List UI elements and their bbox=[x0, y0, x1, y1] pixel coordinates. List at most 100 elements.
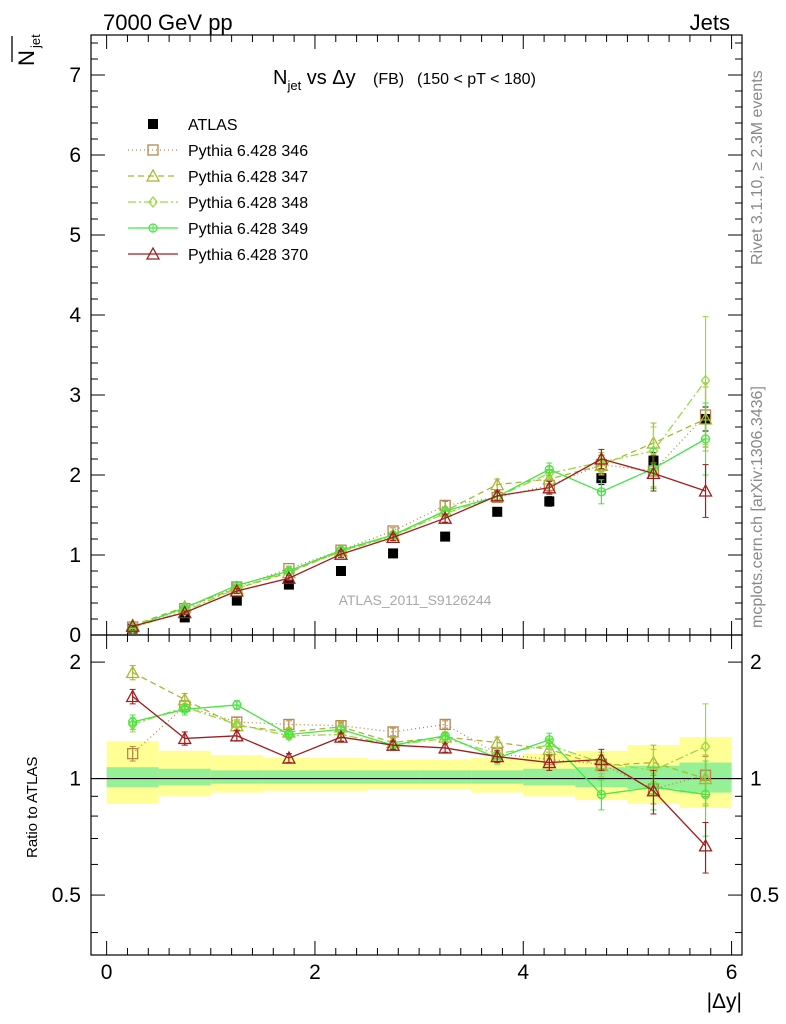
main-series-line bbox=[132, 380, 707, 629]
main-y-tick-label: 7 bbox=[69, 64, 81, 87]
green-band-bin bbox=[419, 770, 472, 784]
green-band-bin bbox=[158, 768, 211, 786]
main-point bbox=[544, 467, 555, 480]
legend-marker bbox=[147, 144, 159, 156]
title-fb: (FB) bbox=[373, 71, 404, 88]
main-plot-title: Njet vs Δy (FB) (150 < pT < 180) bbox=[273, 67, 536, 93]
ratio-uncertainty-bands bbox=[106, 737, 732, 808]
legend-item: ATLAS bbox=[148, 117, 238, 134]
ratio-point bbox=[490, 749, 505, 763]
ratio-y-tick-label: 1 bbox=[69, 768, 81, 791]
main-point bbox=[335, 566, 346, 576]
main-point bbox=[385, 530, 401, 544]
ratio-point bbox=[698, 838, 713, 852]
ratio-y-tick-label: 0.5 bbox=[52, 884, 81, 907]
green-band-bin bbox=[106, 767, 159, 788]
ratio-point bbox=[594, 752, 609, 766]
green-band-bin bbox=[367, 770, 420, 784]
main-point bbox=[177, 605, 192, 619]
legend-label: Pythia 6.428 348 bbox=[188, 195, 308, 212]
x-tick-label: 0 bbox=[101, 961, 113, 984]
main-point bbox=[125, 618, 140, 632]
main-series-line bbox=[132, 438, 706, 628]
main-plot: 0 1 2 3 4 5 6 7 bbox=[69, 34, 743, 647]
main-y-tick-label: 4 bbox=[69, 304, 81, 327]
ratio-y-tick-label: 1 bbox=[750, 768, 762, 791]
main-y-tick-label: 0 bbox=[69, 624, 81, 647]
legend-label: Pythia 6.428 349 bbox=[188, 221, 308, 238]
x-tick-label: 6 bbox=[726, 961, 738, 984]
main-y-tick-label: 3 bbox=[69, 384, 81, 407]
ratio-point bbox=[646, 783, 661, 797]
main-y-axis-label-main: N bbox=[14, 50, 39, 66]
legend-label: Pythia 6.428 347 bbox=[188, 169, 308, 186]
main-y-tick-label: 6 bbox=[69, 144, 81, 167]
main-point bbox=[544, 496, 555, 507]
main-point bbox=[646, 466, 661, 480]
legend: ATLAS Pythia 6.428 346 Pythia 6.428 347 Pyt… bbox=[128, 117, 308, 264]
green-band-bin bbox=[210, 770, 263, 784]
legend-item: Pythia 6.428 346 bbox=[128, 143, 308, 160]
title-jet-subscript: jet bbox=[286, 78, 301, 93]
main-point bbox=[492, 506, 503, 517]
main-point bbox=[438, 510, 453, 524]
mcplots-text: mcplots.cern.ch [arXiv:1306.3436] bbox=[749, 386, 766, 628]
legend-marker bbox=[145, 168, 161, 182]
ratio-point bbox=[438, 740, 453, 754]
ratio-point bbox=[542, 755, 557, 769]
legend-label: ATLAS bbox=[188, 117, 238, 134]
main-series-line bbox=[132, 458, 706, 627]
ratio-point bbox=[700, 740, 711, 753]
legend-item: Pythia 6.428 348 bbox=[128, 195, 308, 212]
green-band-bin bbox=[314, 770, 368, 784]
legend-item: Pythia 6.428 370 bbox=[128, 246, 308, 264]
ratio-point bbox=[385, 737, 401, 751]
rivet-version-text: Rivet 3.1.10, ≥ 2.3M events bbox=[749, 70, 766, 265]
ratio-point bbox=[490, 735, 505, 749]
main-point bbox=[440, 531, 451, 542]
legend-marker bbox=[148, 195, 158, 209]
energy-label: 7000 GeV pp bbox=[103, 10, 233, 35]
ratio-plot: 0 2 4 6 0.5 0.5 1 1 2 2 bbox=[52, 634, 779, 984]
main-series bbox=[127, 316, 711, 634]
main-point bbox=[229, 583, 244, 597]
main-point bbox=[698, 483, 713, 497]
legend-marker bbox=[145, 246, 161, 260]
ratio-series-line bbox=[132, 695, 707, 847]
x-tick-label: 2 bbox=[309, 961, 321, 984]
main-point bbox=[333, 546, 349, 560]
ratio-y-tick-label: 0.5 bbox=[750, 884, 779, 907]
ratio-series-line bbox=[132, 705, 706, 790]
ratio-point bbox=[333, 729, 349, 743]
ratio-series-line bbox=[132, 706, 706, 772]
main-point bbox=[594, 451, 609, 465]
title-vs: vs Δy bbox=[301, 67, 355, 89]
ratio-series-line bbox=[132, 671, 706, 780]
ratio-point bbox=[125, 665, 140, 679]
legend-item: Pythia 6.428 347 bbox=[128, 168, 308, 186]
ratio-point bbox=[439, 718, 451, 731]
main-point bbox=[542, 480, 557, 494]
legend-label: Pythia 6.428 346 bbox=[188, 143, 308, 160]
analysis-watermark: ATLAS_2011_S9126244 bbox=[339, 592, 492, 608]
ratio-point bbox=[125, 689, 140, 703]
svg-text:Njet vs Δy: Njet vs Δy bbox=[273, 67, 356, 93]
main-point bbox=[596, 473, 607, 484]
ratio-plot-frame bbox=[90, 634, 743, 956]
x-tick-label: 4 bbox=[517, 961, 529, 984]
ratio-series bbox=[125, 688, 713, 874]
legend-marker bbox=[148, 119, 158, 129]
ratio-y-tick-label: 2 bbox=[750, 651, 762, 674]
ratio-y-tick-label: 2 bbox=[69, 651, 81, 674]
legend-item: Pythia 6.428 349 bbox=[128, 221, 308, 238]
main-y-axis-label-sub: jet bbox=[28, 34, 43, 49]
main-point bbox=[281, 570, 296, 584]
ratio-point bbox=[127, 747, 139, 760]
jets-label: Jets bbox=[690, 10, 730, 35]
legend-label: Pythia 6.428 370 bbox=[188, 247, 308, 264]
x-axis-label: |Δy| bbox=[707, 990, 742, 1013]
ratio-point bbox=[177, 731, 192, 745]
main-y-axis-label: N jet bbox=[11, 34, 43, 66]
green-band-bin bbox=[262, 770, 315, 784]
